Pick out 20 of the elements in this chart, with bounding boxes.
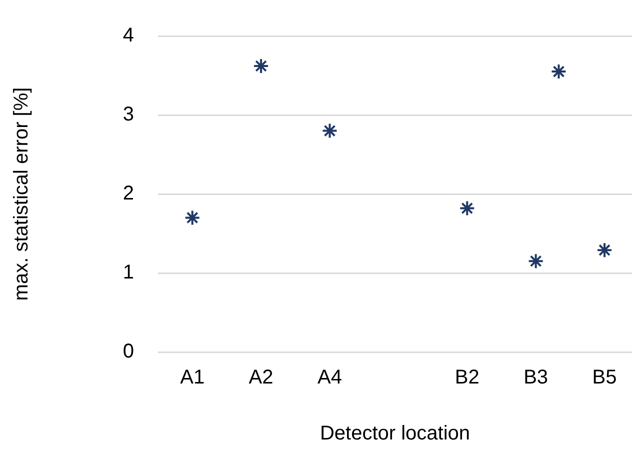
y-tick-label: 0 bbox=[122, 340, 134, 363]
x-tick-label: A4 bbox=[318, 366, 342, 389]
x-axis-title: Detector location bbox=[320, 422, 470, 445]
point bbox=[528, 253, 544, 270]
y-axis-title: max. statistical error [%] bbox=[10, 87, 33, 301]
point bbox=[550, 64, 567, 80]
x-tick-label: A1 bbox=[180, 366, 205, 389]
x-tick-label: B3 bbox=[524, 366, 548, 389]
y-tick-label: 2 bbox=[122, 182, 134, 205]
point bbox=[184, 210, 200, 226]
x-tick-label: B2 bbox=[454, 366, 480, 389]
point bbox=[322, 122, 338, 139]
x-tick-label: B5 bbox=[592, 366, 617, 389]
y-tick-label: 4 bbox=[122, 24, 134, 47]
point bbox=[596, 242, 613, 258]
x-tick-label: A2 bbox=[248, 366, 274, 389]
point bbox=[459, 200, 476, 216]
point bbox=[253, 58, 270, 74]
y-tick-label: 3 bbox=[122, 104, 134, 126]
y-tick-label: 1 bbox=[122, 262, 134, 284]
